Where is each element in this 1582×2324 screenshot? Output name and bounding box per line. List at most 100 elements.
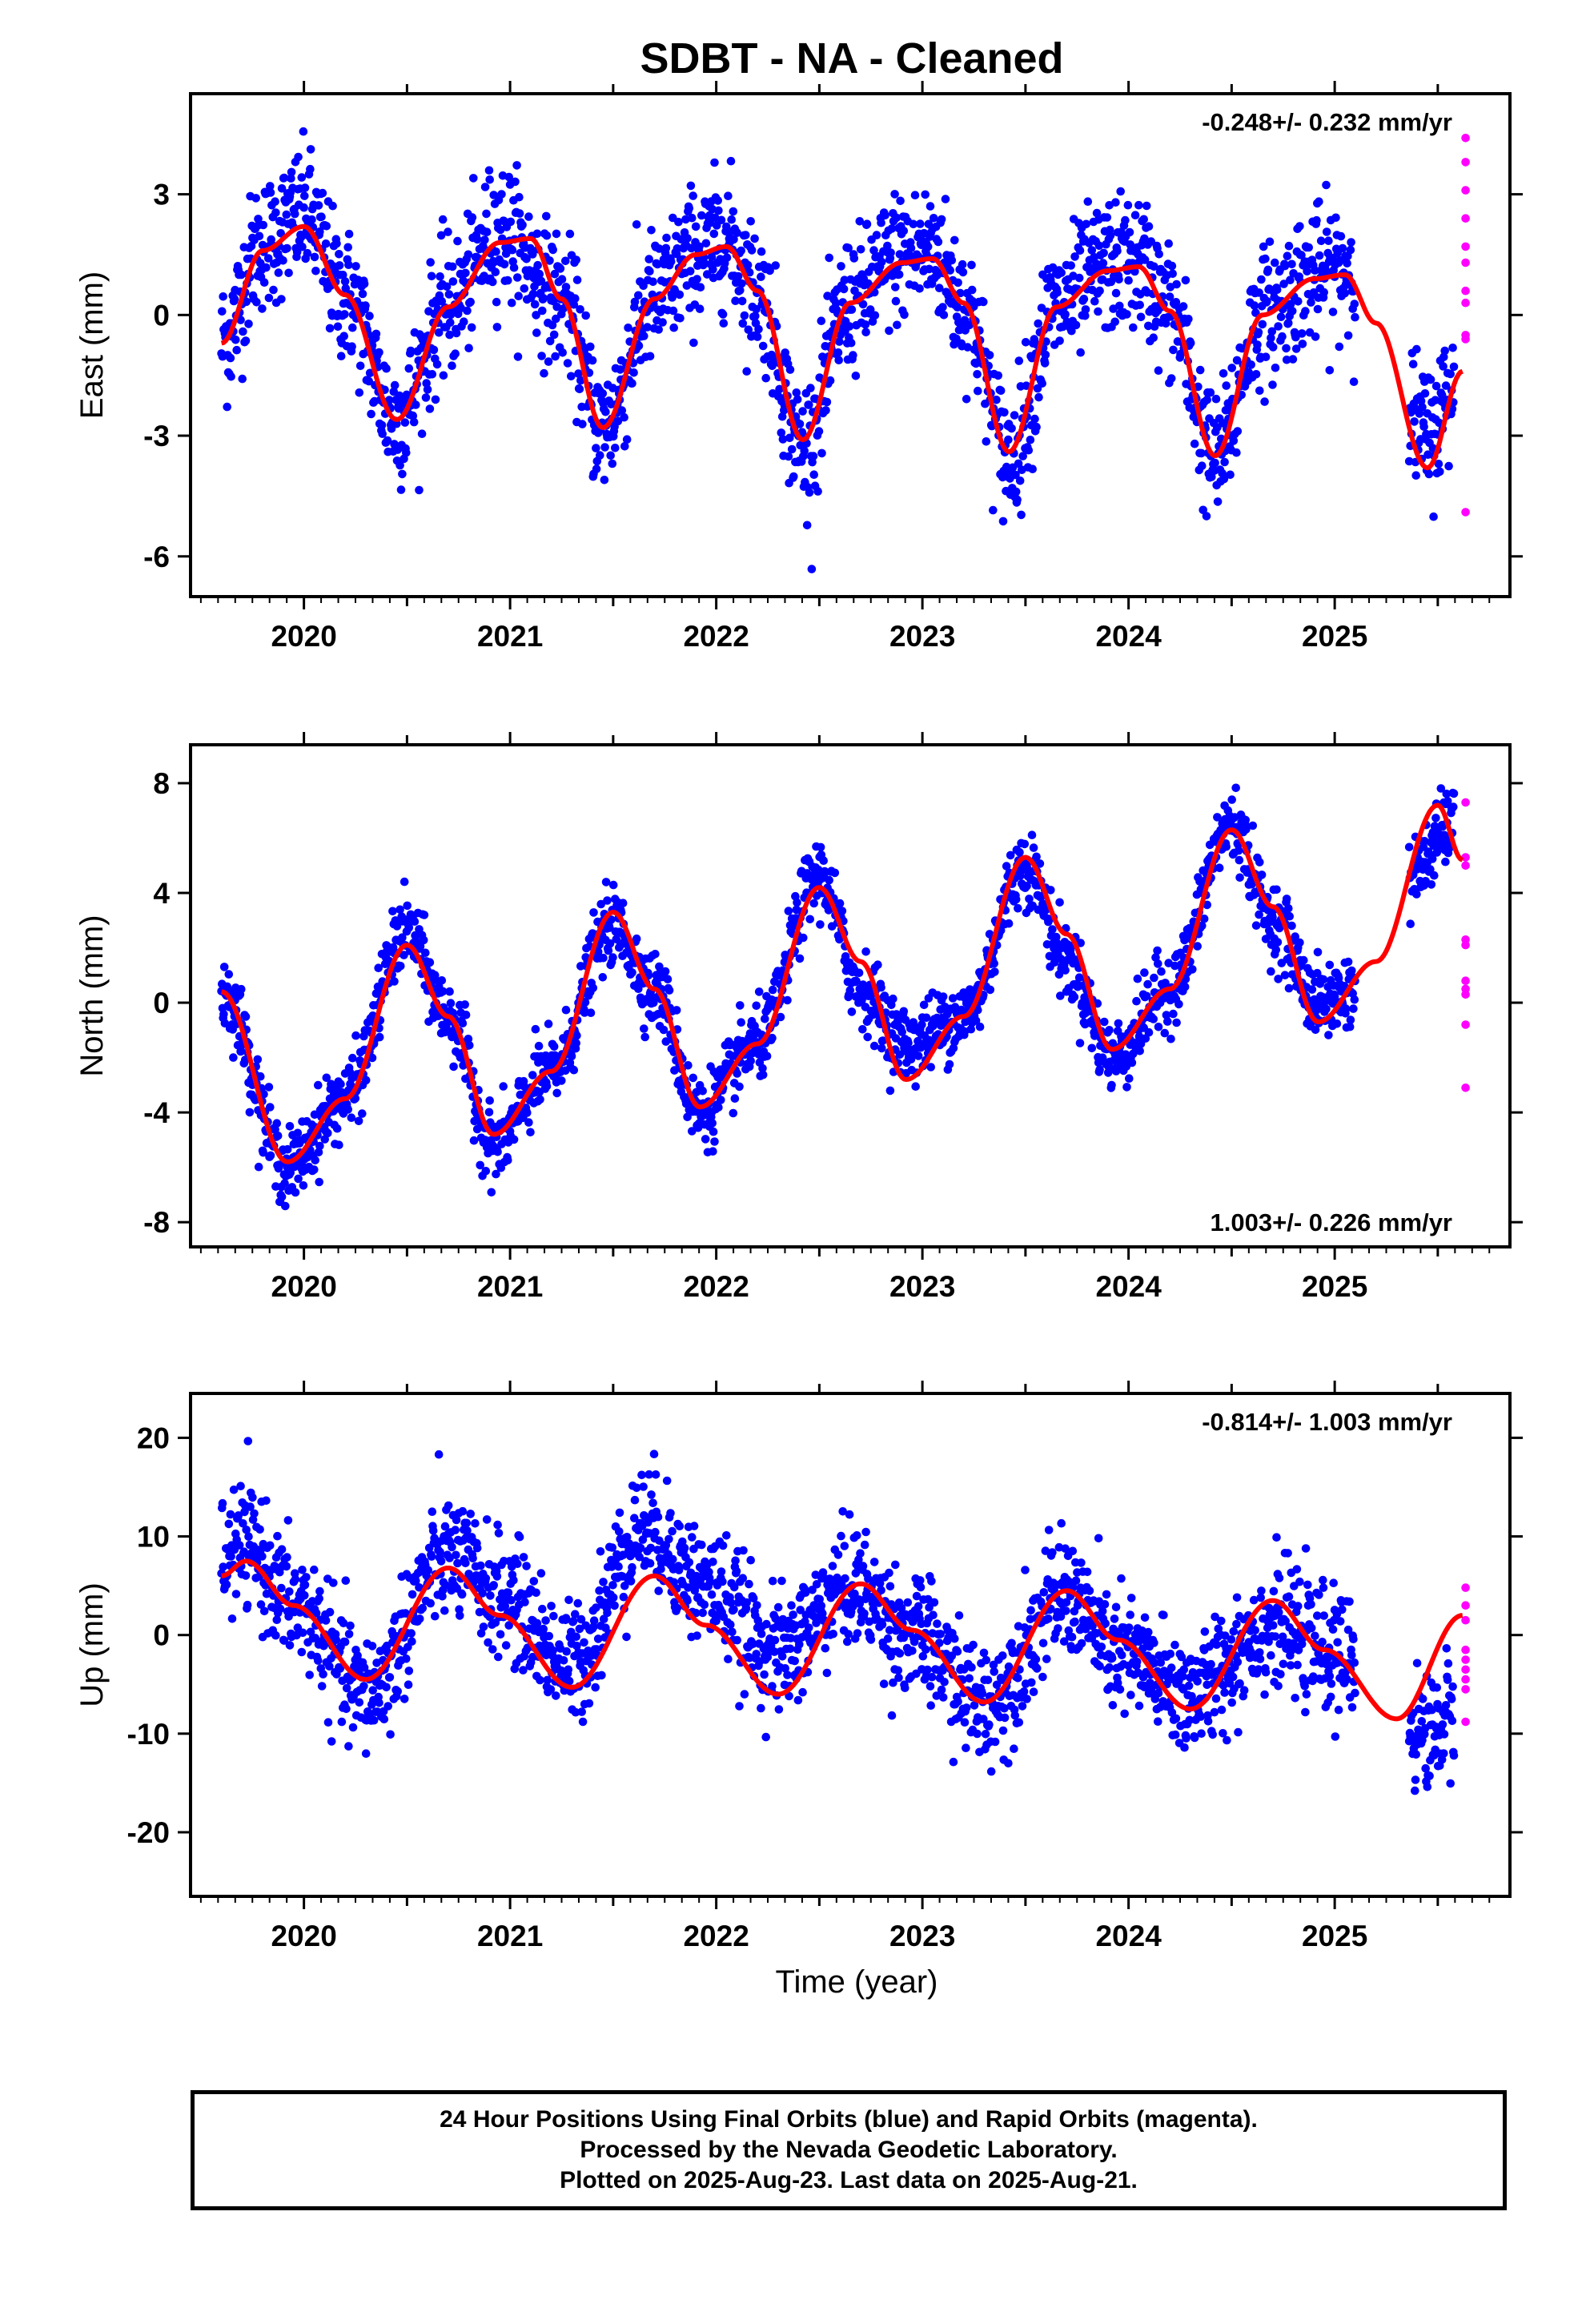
final-orbit-point [1162, 1011, 1171, 1019]
final-orbit-point [396, 962, 405, 971]
final-orbit-point [264, 1083, 274, 1092]
final-orbit-point [1347, 238, 1355, 247]
final-orbit-point [463, 1526, 472, 1535]
final-orbit-point [243, 1437, 253, 1445]
final-orbit-point [1345, 1022, 1355, 1031]
model-curve [221, 802, 1464, 1164]
final-orbit-point [229, 1053, 238, 1062]
final-orbit-point [314, 1080, 323, 1090]
final-orbit-point [565, 229, 575, 239]
final-orbit-point [640, 1024, 648, 1033]
chart-title: SDBT - NA - Cleaned [640, 34, 1064, 82]
final-orbit-point [1087, 246, 1097, 255]
final-orbit-point [745, 267, 754, 277]
final-orbit-point [1284, 319, 1293, 328]
final-orbit-point [432, 360, 442, 369]
final-orbit-point [448, 262, 457, 271]
final-orbit-point [1411, 471, 1420, 480]
final-orbit-point [752, 1001, 761, 1011]
final-orbit-point [689, 191, 697, 200]
final-orbit-point [484, 1108, 494, 1117]
final-orbit-point [1211, 394, 1221, 404]
final-orbit-point [1075, 246, 1085, 255]
final-orbit-point [1142, 991, 1151, 1001]
final-orbit-point [259, 278, 269, 287]
final-orbit-point [438, 987, 448, 996]
final-orbit-point [885, 326, 893, 336]
final-orbit-point [572, 1031, 581, 1040]
final-orbit-point [339, 271, 347, 279]
final-orbit-point [1255, 858, 1264, 866]
final-orbit-point [537, 352, 546, 360]
final-orbit-point [436, 272, 444, 281]
final-orbit-point [941, 195, 950, 203]
final-orbit-point [1332, 1019, 1342, 1028]
final-orbit-point [275, 1604, 285, 1614]
final-orbit-point [958, 267, 968, 277]
final-orbit-point [1125, 1074, 1134, 1083]
final-orbit-point [402, 1654, 411, 1663]
final-orbit-point [328, 201, 337, 211]
final-orbit-point [1435, 467, 1444, 476]
final-orbit-point [598, 973, 608, 982]
final-orbit-point [862, 219, 872, 229]
final-orbit-point [572, 255, 580, 264]
final-orbit-point [777, 412, 787, 421]
final-orbit-point [347, 1113, 356, 1122]
final-orbit-point [476, 1160, 484, 1170]
final-orbit-point [451, 349, 460, 359]
final-orbit-point [946, 266, 954, 275]
final-orbit-point [578, 420, 587, 428]
final-orbit-point [572, 275, 582, 284]
final-orbit-point [471, 1519, 480, 1528]
final-orbit-point [878, 1036, 887, 1045]
final-orbit-point [464, 344, 473, 353]
final-orbit-point [1107, 1080, 1116, 1090]
final-orbit-point [327, 1737, 336, 1746]
final-orbit-point [1095, 1065, 1104, 1074]
final-orbit-point [1094, 307, 1102, 316]
final-orbit-point [600, 443, 609, 452]
final-orbit-point [1111, 288, 1121, 298]
final-orbit-point [844, 243, 853, 253]
final-orbit-point [1203, 396, 1211, 404]
final-orbit-point [418, 1603, 428, 1613]
y-tick-label: 8 [153, 767, 170, 800]
final-orbit-point [588, 356, 597, 365]
final-orbit-point [236, 316, 245, 324]
final-orbit-point [255, 1525, 264, 1534]
final-orbit-point [1126, 240, 1134, 249]
final-orbit-point [900, 310, 909, 320]
final-orbit-point [800, 446, 809, 456]
final-orbit-point [913, 1051, 923, 1060]
final-orbit-point [538, 306, 547, 316]
final-orbit-point [465, 1041, 474, 1050]
final-orbit-point [285, 1587, 294, 1596]
final-orbit-point [428, 1526, 438, 1535]
final-orbit-point [1195, 365, 1205, 375]
final-orbit-point [1286, 275, 1295, 285]
final-orbit-point [726, 156, 736, 166]
final-orbit-point [480, 183, 490, 191]
final-orbit-point [1291, 332, 1300, 342]
rapid-orbit-point [1461, 798, 1470, 807]
final-orbit-point [1041, 350, 1050, 360]
final-orbit-point [919, 1000, 929, 1010]
final-orbit-point [273, 1132, 283, 1140]
final-orbit-point [219, 1010, 228, 1019]
x-tick-label: 2025 [1302, 1270, 1367, 1303]
final-orbit-point [255, 231, 264, 241]
final-orbit-point [741, 231, 750, 239]
final-orbit-point [431, 1611, 440, 1621]
final-orbit-point [460, 1000, 469, 1009]
final-orbit-point [532, 311, 540, 320]
final-orbit-point [266, 1541, 275, 1550]
final-orbit-point [1028, 464, 1037, 473]
final-orbit-point [620, 442, 629, 451]
final-orbit-point [1250, 301, 1259, 310]
final-orbit-point [576, 305, 584, 314]
final-orbit-point [651, 950, 660, 959]
final-orbit-point [785, 365, 795, 374]
rapid-orbit-point [1461, 298, 1470, 308]
final-orbit-point [869, 1041, 879, 1051]
